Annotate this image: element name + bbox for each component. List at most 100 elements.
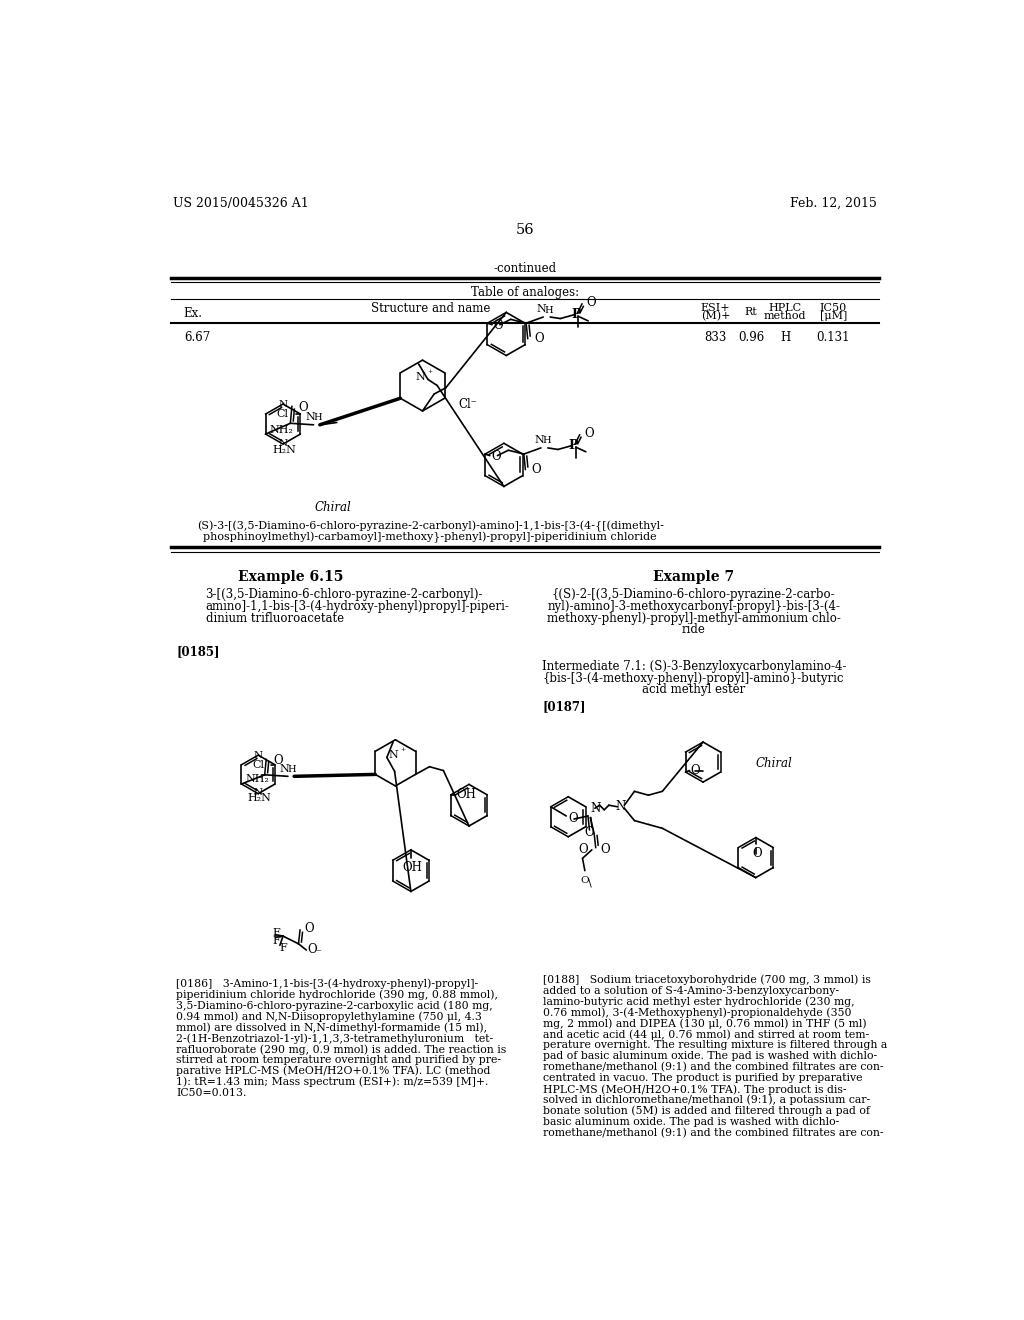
- Text: 0.76 mmol), 3-(4-Methoxyphenyl)-propionaldehyde (350: 0.76 mmol), 3-(4-Methoxyphenyl)-propiona…: [543, 1007, 851, 1018]
- Text: rafluoroborate (290 mg, 0.9 mmol) is added. The reaction is: rafluoroborate (290 mg, 0.9 mmol) is add…: [176, 1044, 506, 1055]
- Text: (S)-3-[(3,5-Diamino-6-chloro-pyrazine-2-carbonyl)-amino]-1,1-bis-[3-(4-{[(dimeth: (S)-3-[(3,5-Diamino-6-chloro-pyrazine-2-…: [197, 521, 664, 532]
- Text: (M)+: (M)+: [700, 312, 730, 321]
- Text: 6.67: 6.67: [183, 330, 210, 343]
- Text: ride: ride: [682, 623, 706, 636]
- Text: [0188]   Sodium triacetoxyborohydride (700 mg, 3 mmol) is: [0188] Sodium triacetoxyborohydride (700…: [543, 974, 870, 985]
- Text: Cl⁻: Cl⁻: [459, 397, 477, 411]
- Text: O: O: [308, 944, 317, 957]
- Text: O: O: [690, 764, 699, 777]
- Text: and acetic acid (44 μl, 0.76 mmol) and stirred at room tem-: and acetic acid (44 μl, 0.76 mmol) and s…: [543, 1030, 868, 1040]
- Text: mmol) are dissolved in N,N-dimethyl-formamide (15 ml),: mmol) are dissolved in N,N-dimethyl-form…: [176, 1022, 487, 1032]
- Text: 833: 833: [705, 330, 727, 343]
- Text: N: N: [615, 800, 626, 813]
- Text: Chiral: Chiral: [756, 758, 793, 770]
- Text: Example 6.15: Example 6.15: [238, 569, 343, 583]
- Text: 56: 56: [515, 223, 535, 238]
- Text: ⁺: ⁺: [400, 747, 406, 756]
- Text: H: H: [288, 764, 296, 774]
- Text: 3-[(3,5-Diamino-6-chloro-pyrazine-2-carbonyl)-: 3-[(3,5-Diamino-6-chloro-pyrazine-2-carb…: [206, 589, 483, 602]
- Text: nyl)-amino]-3-methoxycarbonyl-propyl}-bis-[3-(4-: nyl)-amino]-3-methoxycarbonyl-propyl}-bi…: [547, 601, 841, 612]
- Text: -continued: -continued: [494, 261, 556, 275]
- Text: Ex.: Ex.: [183, 306, 203, 319]
- Text: bonate solution (5M) is added and filtered through a pad of: bonate solution (5M) is added and filter…: [543, 1106, 869, 1117]
- Text: lamino-butyric acid methyl ester hydrochloride (230 mg,: lamino-butyric acid methyl ester hydroch…: [543, 997, 854, 1007]
- Text: {bis-[3-(4-methoxy-phenyl)-propyl]-amino}-butyric: {bis-[3-(4-methoxy-phenyl)-propyl]-amino…: [543, 672, 845, 685]
- Text: {(S)-2-[(3,5-Diamino-6-chloro-pyrazine-2-carbo-: {(S)-2-[(3,5-Diamino-6-chloro-pyrazine-2…: [552, 589, 836, 602]
- Text: ⁻: ⁻: [314, 948, 321, 958]
- Text: F: F: [272, 928, 280, 939]
- Text: Rt: Rt: [744, 308, 758, 317]
- Text: O: O: [585, 426, 594, 440]
- Text: P: P: [568, 440, 579, 453]
- Text: Cl: Cl: [276, 409, 288, 418]
- Text: H₂N: H₂N: [247, 793, 271, 804]
- Text: O: O: [305, 921, 314, 935]
- Text: Example 7: Example 7: [653, 569, 734, 583]
- Text: H: H: [313, 413, 322, 422]
- Text: H: H: [542, 437, 551, 445]
- Text: Chiral: Chiral: [315, 500, 352, 513]
- Text: [μM]: [μM]: [819, 312, 847, 321]
- Text: Table of analoges:: Table of analoges:: [471, 286, 579, 298]
- Text: dinium trifluoroacetate: dinium trifluoroacetate: [206, 611, 344, 624]
- Text: added to a solution of S-4-Amino-3-benzyloxycarbony-: added to a solution of S-4-Amino-3-benzy…: [543, 986, 839, 995]
- Text: OH: OH: [402, 861, 422, 874]
- Text: N: N: [416, 372, 425, 381]
- Text: N: N: [388, 750, 398, 760]
- Text: O: O: [581, 876, 589, 884]
- Text: N: N: [535, 436, 544, 445]
- Text: N: N: [254, 751, 263, 760]
- Text: solved in dichloromethane/methanol (9:1), a potassium car-: solved in dichloromethane/methanol (9:1)…: [543, 1094, 869, 1105]
- Text: O: O: [299, 400, 308, 413]
- Text: N: N: [254, 788, 263, 797]
- Text: N: N: [537, 305, 547, 314]
- Text: \: \: [589, 878, 592, 888]
- Text: perature overnight. The resulting mixture is filtered through a: perature overnight. The resulting mixtur…: [543, 1040, 887, 1051]
- Text: N: N: [305, 412, 315, 422]
- Text: HPLC-MS (MeOH/H2O+0.1% TFA). The product is dis-: HPLC-MS (MeOH/H2O+0.1% TFA). The product…: [543, 1084, 846, 1094]
- Text: O: O: [753, 847, 762, 859]
- Text: O: O: [492, 450, 501, 463]
- Text: Intermediate 7.1: (S)-3-Benzyloxycarbonylamino-4-: Intermediate 7.1: (S)-3-Benzyloxycarbony…: [542, 660, 846, 673]
- Text: amino]-1,1-bis-[3-(4-hydroxy-phenyl)propyl]-piperi-: amino]-1,1-bis-[3-(4-hydroxy-phenyl)prop…: [206, 601, 509, 612]
- Text: romethane/methanol (9:1) and the combined filtrates are con-: romethane/methanol (9:1) and the combine…: [543, 1063, 883, 1072]
- Text: IC50: IC50: [819, 302, 847, 313]
- Text: ⁺: ⁺: [427, 368, 432, 378]
- Text: US 2015/0045326 A1: US 2015/0045326 A1: [173, 197, 308, 210]
- Text: 0.131: 0.131: [816, 330, 850, 343]
- Text: Structure and name: Structure and name: [371, 302, 489, 315]
- Text: HPLC: HPLC: [769, 302, 802, 313]
- Text: O: O: [579, 842, 588, 855]
- Text: romethane/methanol (9:1) and the combined filtrates are con-: romethane/methanol (9:1) and the combine…: [543, 1127, 883, 1138]
- Text: methoxy-phenyl)-propyl]-methyl-ammonium chlo-: methoxy-phenyl)-propyl]-methyl-ammonium …: [547, 611, 841, 624]
- Text: NH₂: NH₂: [269, 425, 293, 434]
- Text: [0187]: [0187]: [543, 700, 586, 713]
- Text: F: F: [280, 944, 288, 953]
- Text: phosphinoylmethyl)-carbamoyl]-methoxy}-phenyl)-propyl]-piperidinium chloride: phosphinoylmethyl)-carbamoyl]-methoxy}-p…: [204, 532, 657, 543]
- Text: O: O: [531, 463, 542, 477]
- Text: O: O: [534, 333, 544, 345]
- Text: [0185]: [0185]: [176, 644, 219, 657]
- Text: [0186]   3-Amino-1,1-bis-[3-(4-hydroxy-phenyl)-propyl]-: [0186] 3-Amino-1,1-bis-[3-(4-hydroxy-phe…: [176, 978, 478, 989]
- Text: 1): tR=1.43 min; Mass spectrum (ESI+): m/z=539 [M]+.: 1): tR=1.43 min; Mass spectrum (ESI+): m…: [176, 1077, 488, 1088]
- Text: N: N: [279, 438, 288, 447]
- Text: OH: OH: [457, 788, 476, 801]
- Text: H: H: [545, 306, 553, 314]
- Text: Feb. 12, 2015: Feb. 12, 2015: [790, 197, 877, 210]
- Text: H₂N: H₂N: [272, 445, 297, 455]
- Text: 3,5-Diamino-6-chloro-pyrazine-2-carboxylic acid (180 mg,: 3,5-Diamino-6-chloro-pyrazine-2-carboxyl…: [176, 1001, 493, 1011]
- Text: NH₂: NH₂: [246, 774, 269, 784]
- Text: piperidinium chloride hydrochloride (390 mg, 0.88 mmol),: piperidinium chloride hydrochloride (390…: [176, 990, 498, 1001]
- Text: acid methyl ester: acid methyl ester: [642, 684, 745, 696]
- Text: stirred at room temperature overnight and purified by pre-: stirred at room temperature overnight an…: [176, 1055, 501, 1065]
- Text: Cl: Cl: [252, 760, 264, 770]
- Text: O: O: [568, 812, 579, 825]
- Text: 0.96: 0.96: [738, 330, 764, 343]
- Text: N: N: [279, 400, 288, 409]
- Text: pad of basic aluminum oxide. The pad is washed with dichlo-: pad of basic aluminum oxide. The pad is …: [543, 1051, 877, 1061]
- Text: F: F: [272, 936, 280, 945]
- Text: mg, 2 mmol) and DIPEA (130 μl, 0.76 mmol) in THF (5 ml): mg, 2 mmol) and DIPEA (130 μl, 0.76 mmol…: [543, 1018, 866, 1028]
- Text: IC50=0.013.: IC50=0.013.: [176, 1088, 247, 1098]
- Text: O: O: [587, 296, 596, 309]
- Text: H: H: [780, 330, 791, 343]
